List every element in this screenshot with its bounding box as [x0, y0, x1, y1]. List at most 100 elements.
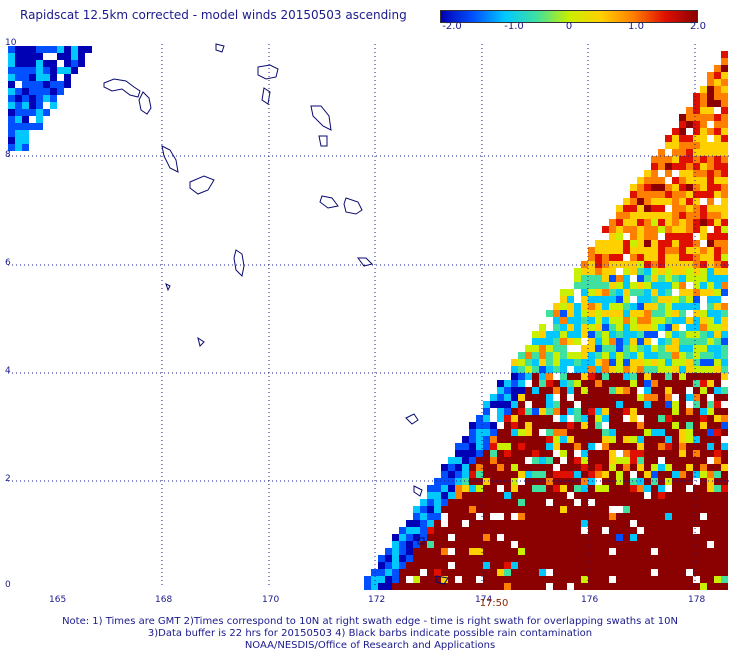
wind-cell — [504, 394, 511, 401]
wind-cell — [693, 401, 700, 408]
wind-cell — [420, 583, 427, 590]
wind-cell — [22, 102, 29, 109]
wind-cell — [595, 541, 602, 548]
wind-cell — [609, 254, 616, 261]
wind-cell — [36, 88, 43, 95]
wind-cell — [693, 324, 700, 331]
wind-cell — [721, 331, 728, 338]
wind-cell — [623, 499, 630, 506]
wind-cell — [686, 506, 693, 513]
wind-cell — [679, 520, 686, 527]
wind-cell — [637, 520, 644, 527]
wind-cell — [469, 464, 476, 471]
wind-cell — [700, 289, 707, 296]
wind-cell — [700, 114, 707, 121]
wind-cell — [525, 499, 532, 506]
wind-cell — [8, 67, 15, 74]
wind-cell — [721, 338, 728, 345]
wind-cell — [497, 387, 504, 394]
wind-cell — [525, 359, 532, 366]
wind-cell — [560, 373, 567, 380]
lon-label-168: 168 — [155, 595, 173, 605]
island-shape — [343, 197, 363, 215]
wind-cell — [665, 303, 672, 310]
wind-cell — [553, 548, 560, 555]
wind-cell — [644, 191, 651, 198]
wind-cell — [721, 387, 728, 394]
wind-cell — [602, 436, 609, 443]
wind-cell — [651, 513, 658, 520]
wind-cell — [441, 534, 448, 541]
wind-cell — [546, 527, 553, 534]
wind-cell — [560, 583, 567, 590]
wind-cell — [595, 373, 602, 380]
wind-cell — [364, 576, 371, 583]
wind-cell — [420, 562, 427, 569]
wind-cell — [679, 548, 686, 555]
wind-cell — [399, 534, 406, 541]
island-shape — [233, 249, 245, 278]
wind-cell — [644, 345, 651, 352]
wind-cell — [721, 191, 728, 198]
wind-cell — [602, 513, 609, 520]
wind-cell — [714, 492, 721, 499]
wind-cell — [714, 86, 721, 93]
wind-cell — [679, 198, 686, 205]
wind-cell — [714, 268, 721, 275]
wind-cell — [553, 310, 560, 317]
wind-cell — [672, 478, 679, 485]
wind-cell — [623, 436, 630, 443]
wind-cell — [588, 401, 595, 408]
wind-cell — [700, 93, 707, 100]
wind-cell — [448, 576, 455, 583]
wind-cell — [707, 205, 714, 212]
wind-cell — [64, 46, 71, 53]
wind-cell — [693, 254, 700, 261]
wind-cell — [504, 541, 511, 548]
wind-cell — [588, 415, 595, 422]
wind-cell — [504, 499, 511, 506]
wind-cell — [721, 233, 728, 240]
wind-cell — [686, 352, 693, 359]
wind-cell — [637, 471, 644, 478]
wind-cell — [15, 109, 22, 116]
wind-cell — [609, 499, 616, 506]
wind-cell — [700, 247, 707, 254]
wind-cell — [560, 296, 567, 303]
wind-cell — [581, 436, 588, 443]
wind-cell — [581, 576, 588, 583]
wind-cell — [504, 492, 511, 499]
wind-cell — [8, 60, 15, 67]
wind-cell — [602, 492, 609, 499]
wind-cell — [36, 116, 43, 123]
wind-cell — [581, 415, 588, 422]
lat-label-10: 10 — [5, 38, 17, 48]
wind-cell — [609, 408, 616, 415]
wind-cell — [560, 485, 567, 492]
wind-cell — [448, 506, 455, 513]
wind-cell — [413, 534, 420, 541]
wind-cell — [476, 541, 483, 548]
wind-cell — [623, 303, 630, 310]
wind-cell — [651, 415, 658, 422]
wind-cell — [64, 60, 71, 67]
wind-cell — [595, 576, 602, 583]
wind-cell — [658, 198, 665, 205]
wind-cell — [399, 548, 406, 555]
wind-cell — [574, 324, 581, 331]
wind-cell — [560, 527, 567, 534]
wind-cell — [539, 422, 546, 429]
island-shape — [161, 145, 179, 173]
wind-cell — [518, 583, 525, 590]
wind-cell — [672, 135, 679, 142]
wind-cell — [504, 380, 511, 387]
wind-cell — [630, 219, 637, 226]
wind-cell — [714, 212, 721, 219]
wind-cell — [658, 485, 665, 492]
wind-cell — [581, 457, 588, 464]
wind-cell — [546, 345, 553, 352]
wind-cell — [623, 212, 630, 219]
wind-cell — [644, 184, 651, 191]
wind-cell — [679, 415, 686, 422]
wind-cell — [560, 499, 567, 506]
